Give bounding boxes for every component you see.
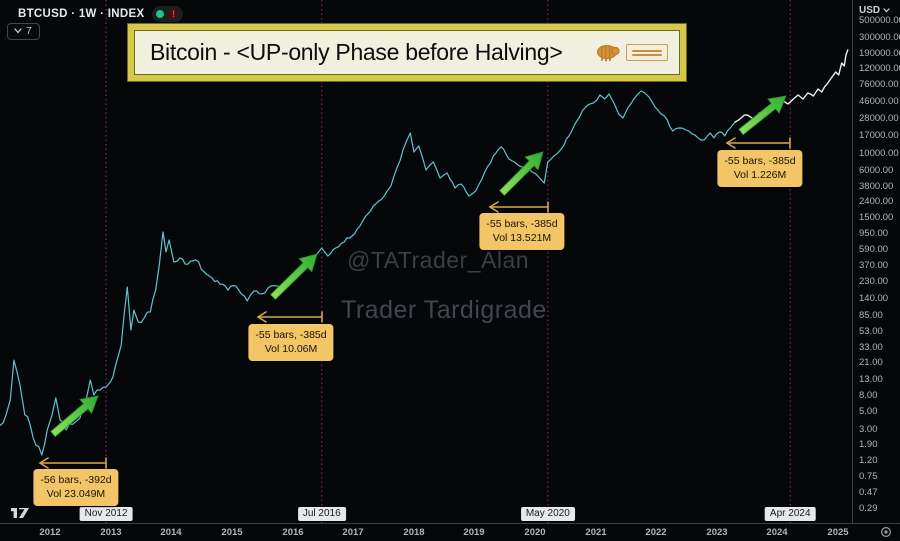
price-tick-label: 28000.00 xyxy=(859,113,899,124)
price-tick-label: 1.20 xyxy=(859,455,878,466)
currency-selector[interactable]: USD xyxy=(859,5,890,16)
year-tick-label: 2021 xyxy=(585,527,607,538)
price-tick-label: 370.00 xyxy=(859,260,889,271)
price-tick-label: 0.47 xyxy=(859,487,878,498)
measure-volume-text: Vol 1.226M xyxy=(733,169,787,181)
price-tick-label: 590.00 xyxy=(859,244,889,255)
measure-volume-text: Vol 13.521M xyxy=(492,232,552,244)
year-tick-label: 2025 xyxy=(827,527,849,538)
price-tick-label: 6000.00 xyxy=(859,165,894,176)
price-tick-label: 1.90 xyxy=(859,439,878,450)
measure-arrowhead-icon xyxy=(725,137,736,149)
year-tick-label: 2019 xyxy=(463,527,485,538)
status-pill[interactable]: ! xyxy=(152,6,184,22)
year-tick-label: 2013 xyxy=(100,527,122,538)
measure-arrowhead-icon xyxy=(38,457,49,469)
price-tick-label: 0.75 xyxy=(859,471,878,482)
year-tick-label: 2020 xyxy=(524,527,546,538)
price-tick-label: 120000.00 xyxy=(859,63,900,74)
measure-volume-text: Vol 10.06M xyxy=(264,343,318,355)
price-axis[interactable]: USD 500000.00 300000.00 190000.00 120000.00… xyxy=(852,0,900,523)
price-tick-label: 1500.00 xyxy=(859,212,894,223)
layers-count: 7 xyxy=(26,25,32,37)
price-tick-label: 3800.00 xyxy=(859,181,894,192)
price-tick-label: 2400.00 xyxy=(859,196,894,207)
price-tick-label: 5.00 xyxy=(859,406,878,417)
logo-stamp xyxy=(626,44,668,61)
price-tick-label: 230.00 xyxy=(859,276,889,287)
alert-icon: ! xyxy=(167,8,180,20)
green-trend-arrow[interactable] xyxy=(50,395,99,438)
measure-bars-text: -55 bars, -385d xyxy=(724,155,796,167)
price-tick-label: 53.00 xyxy=(859,326,883,337)
measurement-label[interactable]: -55 bars, -385d Vol 13.521M xyxy=(479,213,565,250)
price-tick-label: 13.00 xyxy=(859,374,883,385)
year-tick-label: 2017 xyxy=(342,527,364,538)
year-tick-label: 2022 xyxy=(645,527,667,538)
measure-arrowhead-icon xyxy=(256,311,267,323)
measure-bars-text: -56 bars, -392d xyxy=(40,474,112,486)
price-tick-label: 3.00 xyxy=(859,424,878,435)
chevron-down-icon xyxy=(14,28,22,34)
price-tick-label: 190000.00 xyxy=(859,48,900,59)
price-tick-label: 17000.00 xyxy=(859,130,899,141)
year-tick-label: 2015 xyxy=(221,527,243,538)
ticker-symbol[interactable]: BTCUSD · 1W · INDEX xyxy=(18,8,145,20)
green-trend-arrow[interactable] xyxy=(270,253,318,300)
price-tick-label: 950.00 xyxy=(859,228,889,239)
currency-label: USD xyxy=(859,5,881,16)
green-trend-arrow[interactable] xyxy=(738,95,787,136)
price-tick-label: 8.00 xyxy=(859,390,878,401)
price-tick-label: 46000.00 xyxy=(859,96,899,107)
halving-date-label[interactable]: Nov 2012 xyxy=(79,507,133,521)
price-tick-label: 85.00 xyxy=(859,310,883,321)
halving-date-label[interactable]: Jul 2016 xyxy=(297,507,346,521)
time-axis[interactable]: 2012 2013 2014 2015 2016 2017 2018 2019 2020 2021… xyxy=(0,523,900,541)
measurement-label[interactable]: -55 bars, -385d Vol 1.226M xyxy=(717,150,803,187)
halving-date-label[interactable]: May 2020 xyxy=(520,507,575,521)
measure-volume-text: Vol 23.049M xyxy=(46,488,106,500)
year-tick-label: 2012 xyxy=(39,527,61,538)
measure-bars-text: -55 bars, -385d xyxy=(486,218,558,230)
price-tick-label: 500000.00 xyxy=(859,15,900,26)
price-tick-label: 300000.00 xyxy=(859,32,900,43)
measurement-label[interactable]: -55 bars, -385d Vol 10.06M xyxy=(248,324,334,361)
chevron-down-icon xyxy=(883,8,890,13)
layers-button[interactable]: 7 xyxy=(7,23,40,40)
measure-arrowhead-icon xyxy=(488,201,499,213)
price-tick-label: 140.00 xyxy=(859,293,889,304)
price-tick-label: 21.00 xyxy=(859,357,883,368)
price-line-segment-0 xyxy=(0,90,736,456)
chart-canvas[interactable] xyxy=(0,0,852,523)
ticker-row: BTCUSD · 1W · INDEX ! xyxy=(18,6,184,22)
price-tick-label: 10000.00 xyxy=(859,148,899,159)
price-tick-label: 33.00 xyxy=(859,342,883,353)
market-status-dot-icon xyxy=(156,10,165,18)
green-trend-arrow[interactable] xyxy=(499,151,544,196)
year-tick-label: 2018 xyxy=(403,527,425,538)
year-tick-label: 2024 xyxy=(766,527,788,538)
banner-title: Bitcoin - <UP-only Phase before Halving> xyxy=(150,39,563,65)
tradingview-logo[interactable] xyxy=(10,505,32,526)
year-tick-label: 2014 xyxy=(160,527,182,538)
measure-bars-text: -55 bars, -385d xyxy=(255,329,327,341)
halving-date-label[interactable]: Apr 2024 xyxy=(764,507,816,521)
price-tick-label: 0.29 xyxy=(859,503,878,514)
measurement-label[interactable]: -56 bars, -392d Vol 23.049M xyxy=(33,469,119,506)
settings-gear-icon[interactable] xyxy=(878,525,894,539)
year-tick-label: 2016 xyxy=(282,527,304,538)
tardigrade-logo-icon xyxy=(597,45,620,62)
price-line-segment-1 xyxy=(734,49,849,123)
year-tick-label: 2023 xyxy=(706,527,728,538)
title-banner[interactable]: Bitcoin - <UP-only Phase before Halving> xyxy=(128,24,686,81)
banner-logo-group xyxy=(595,43,668,62)
price-tick-label: 76000.00 xyxy=(859,79,899,90)
